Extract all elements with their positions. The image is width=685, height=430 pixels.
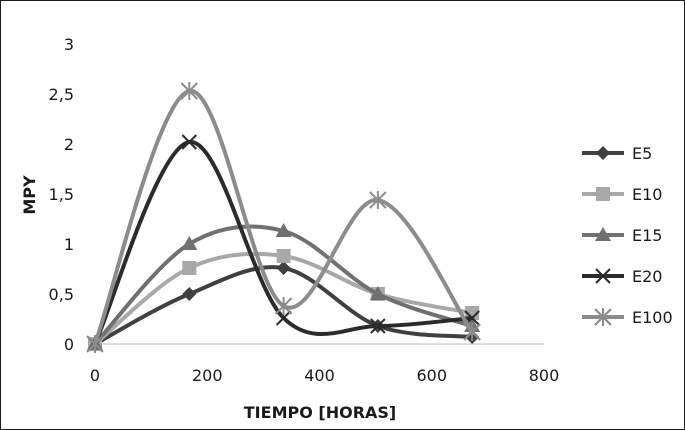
legend-item-e5: E5 bbox=[582, 144, 652, 163]
y-axis-tick-labels: 0 0,5 1 1,5 2 2,5 3 bbox=[49, 35, 74, 354]
legend-label-e20: E20 bbox=[632, 267, 662, 286]
y-tick-label: 3 bbox=[64, 35, 74, 54]
legend-marker-e15 bbox=[595, 227, 611, 241]
data-point-e5 bbox=[276, 261, 291, 275]
data-point-e5 bbox=[182, 287, 197, 301]
series-line-e100 bbox=[93, 89, 475, 346]
x-tick-label: 600 bbox=[416, 366, 447, 385]
legend-label-e5: E5 bbox=[632, 144, 652, 163]
x-axis-title: TIEMPO [HORAS] bbox=[244, 403, 396, 422]
y-tick-label: 1,5 bbox=[49, 185, 74, 204]
legend-label-e15: E15 bbox=[632, 226, 662, 245]
y-tick-label: 0 bbox=[64, 335, 74, 354]
legend-item-e100: E100 bbox=[582, 308, 673, 327]
legend-marker-e20 bbox=[595, 268, 611, 284]
legend-marker-e10 bbox=[596, 187, 610, 201]
legend-item-e20: E20 bbox=[582, 267, 662, 286]
data-point-e20 bbox=[181, 134, 197, 150]
data-point-e100 bbox=[180, 82, 198, 100]
legend-marker-e100 bbox=[594, 308, 612, 326]
data-point-e10 bbox=[276, 249, 291, 263]
data-point-e100 bbox=[274, 297, 293, 315]
data-point-e15 bbox=[275, 223, 292, 237]
data-point-e100 bbox=[369, 191, 387, 209]
legend-label-e10: E10 bbox=[632, 185, 662, 204]
data-point-e20 bbox=[370, 318, 386, 334]
x-tick-label: 200 bbox=[192, 366, 223, 385]
legend-label-e100: E100 bbox=[632, 308, 673, 327]
series-line-e20 bbox=[93, 140, 475, 346]
x-axis-tick-labels: 0 200 400 600 800 bbox=[90, 366, 559, 385]
y-tick-label: 2,5 bbox=[49, 85, 74, 104]
legend-item-e10: E10 bbox=[582, 185, 662, 204]
y-axis-title: MPY bbox=[20, 175, 39, 215]
data-point-e100 bbox=[463, 323, 481, 341]
data-point-e20 bbox=[275, 310, 292, 326]
data-point-e15 bbox=[369, 286, 386, 300]
data-point-e100 bbox=[86, 335, 104, 353]
y-tick-label: 1 bbox=[64, 235, 74, 254]
data-point-e15 bbox=[181, 236, 198, 250]
x-tick-label: 400 bbox=[304, 366, 335, 385]
x-tick-label: 0 bbox=[90, 366, 100, 385]
data-point-e10 bbox=[182, 261, 197, 275]
legend-item-e15: E15 bbox=[582, 226, 662, 245]
legend-marker-e5 bbox=[596, 146, 610, 160]
series-line-e15 bbox=[93, 224, 475, 346]
y-tick-label: 0,5 bbox=[49, 285, 74, 304]
x-tick-label: 800 bbox=[529, 366, 560, 385]
series-group bbox=[86, 82, 481, 353]
legend: E5 E10 E15 E20 E100 bbox=[582, 144, 673, 327]
series-e100 bbox=[86, 82, 481, 353]
y-tick-label: 2 bbox=[64, 135, 74, 154]
